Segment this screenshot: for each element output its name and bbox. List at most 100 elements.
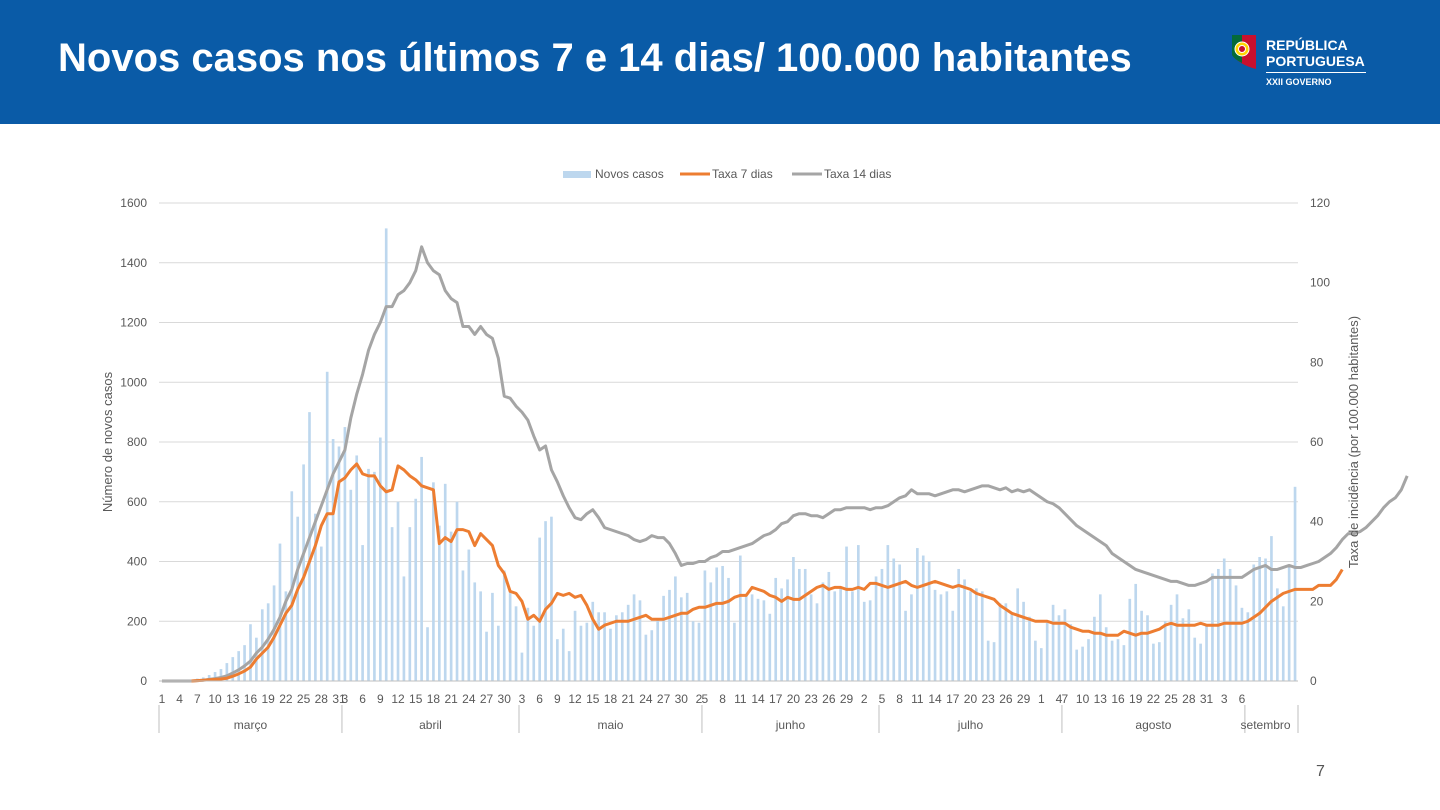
legend-label: Taxa 7 dias: [712, 167, 773, 181]
x-tick-label: 29: [1017, 692, 1031, 706]
x-tick-label: 23: [981, 692, 995, 706]
bar: [319, 546, 323, 681]
x-tick-label: 15: [409, 692, 423, 706]
bar: [738, 555, 742, 681]
y2-tick-label: 120: [1310, 196, 1330, 210]
bar: [1051, 604, 1055, 681]
x-tick-label: 27: [657, 692, 671, 706]
bar: [367, 468, 370, 681]
bar: [1057, 615, 1061, 681]
y2-tick-label: 0: [1310, 674, 1317, 688]
x-tick-label: 17: [946, 692, 960, 706]
bar: [921, 555, 925, 681]
month-label: abril: [419, 718, 442, 732]
bar: [1181, 618, 1185, 681]
bar: [355, 455, 359, 681]
bar: [485, 631, 488, 681]
bar: [384, 228, 388, 682]
bar: [1246, 612, 1250, 681]
bar: [868, 600, 872, 681]
bar: [1004, 603, 1008, 681]
series-line-taxa-14-dias: [161, 245, 1409, 683]
y-tick-label: 1600: [120, 196, 147, 210]
x-tick-label: 1: [1038, 692, 1045, 706]
y-tick-label: 1400: [120, 256, 147, 270]
bar: [1045, 622, 1049, 681]
bar: [638, 600, 642, 681]
bar: [1087, 639, 1090, 681]
x-tick-label: 24: [639, 692, 653, 706]
bar: [302, 464, 305, 681]
bar: [927, 561, 931, 681]
bar: [1146, 615, 1149, 681]
bar: [1075, 649, 1079, 681]
bar: [502, 570, 506, 681]
slide-header: Novos casos nos últimos 7 e 14 dias/ 100…: [0, 0, 1440, 124]
bar: [1081, 646, 1084, 681]
bar: [851, 591, 854, 681]
bar: [378, 437, 382, 681]
y-tick-label: 400: [127, 555, 147, 569]
x-tick-label: 11: [911, 692, 924, 706]
bar: [1258, 557, 1261, 681]
bar: [839, 588, 842, 681]
bar: [325, 371, 329, 681]
bar: [296, 516, 300, 681]
bar: [508, 591, 512, 681]
bar: [750, 594, 754, 681]
x-tick-label: 2: [861, 692, 868, 706]
bar: [1034, 640, 1037, 681]
x-tick-label: 8: [719, 692, 726, 706]
bar: [473, 582, 477, 681]
bar: [420, 456, 423, 681]
x-tick-label: 23: [804, 692, 818, 706]
bar: [402, 576, 406, 681]
logo-text-portuguesa: PORTUGUESA: [1266, 53, 1365, 69]
x-tick-label: 7: [1062, 692, 1069, 706]
bar: [1169, 604, 1173, 681]
bar: [809, 594, 813, 681]
bar: [980, 591, 984, 681]
bar: [278, 543, 282, 681]
bar: [880, 568, 884, 681]
bar: [727, 577, 730, 681]
x-tick-label: 9: [554, 692, 561, 706]
bar: [361, 545, 364, 681]
month-label: setembro: [1241, 718, 1291, 732]
bar: [538, 537, 541, 681]
y2-tick-label: 20: [1310, 594, 1324, 608]
bar: [579, 625, 583, 681]
x-tick-label: 18: [604, 692, 618, 706]
bar: [969, 591, 972, 681]
x-tick-label: 8: [896, 692, 903, 706]
x-tick-label: 19: [261, 692, 275, 706]
bar: [461, 570, 465, 681]
bar: [609, 628, 612, 681]
bar: [544, 521, 547, 681]
x-tick-label: 16: [244, 692, 258, 706]
x-tick-label: 25: [297, 692, 311, 706]
bar: [1152, 643, 1155, 681]
y2-tick-label: 100: [1310, 276, 1330, 290]
x-tick-label: 4: [1056, 692, 1063, 706]
bar: [1028, 616, 1031, 681]
x-tick-label: 6: [1239, 692, 1246, 706]
bar: [491, 592, 494, 681]
bar: [556, 639, 559, 681]
bar: [426, 627, 429, 681]
bar: [1199, 643, 1202, 681]
x-tick-label: 3: [1221, 692, 1228, 706]
bar: [1187, 609, 1191, 681]
bar: [520, 652, 524, 681]
x-tick-label: 16: [1111, 692, 1125, 706]
x-tick-label: 5: [879, 692, 886, 706]
x-tick-label: 19: [1129, 692, 1143, 706]
x-tick-label: 22: [1147, 692, 1161, 706]
x-tick-label: 12: [568, 692, 582, 706]
bar: [1110, 640, 1114, 681]
bar: [975, 588, 978, 681]
x-tick-label: 7: [194, 692, 201, 706]
bar: [898, 564, 901, 681]
x-tick-label: 10: [208, 692, 222, 706]
bar: [744, 594, 748, 681]
